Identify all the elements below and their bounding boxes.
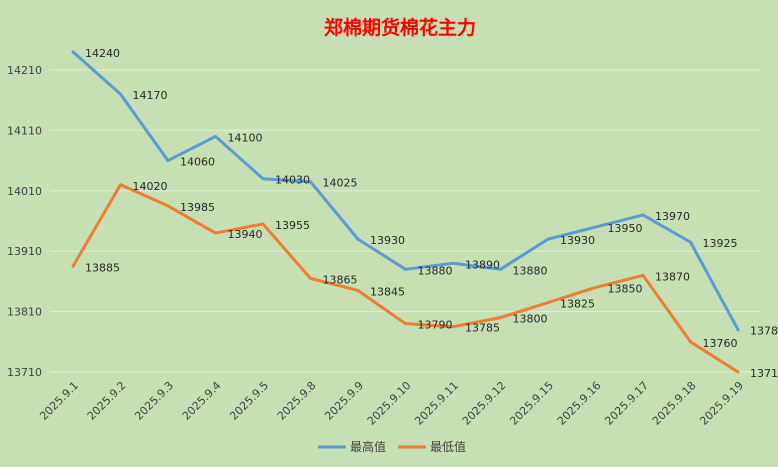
data-label: 13970 bbox=[655, 210, 690, 223]
x-tick-label: 2025.9.17 bbox=[602, 379, 651, 428]
data-point bbox=[499, 267, 502, 271]
data-label: 14100 bbox=[228, 131, 263, 144]
x-tick-label: 2025.9.4 bbox=[180, 379, 224, 423]
data-label: 13930 bbox=[560, 234, 595, 247]
data-point bbox=[261, 177, 265, 181]
data-label: 13710 bbox=[750, 367, 778, 380]
data-point bbox=[404, 322, 407, 326]
data-label: 13950 bbox=[608, 222, 643, 235]
chart-title: 郑棉期货棉花主力 bbox=[324, 16, 476, 39]
data-label: 13925 bbox=[703, 237, 738, 250]
x-tick-label: 2025.9.8 bbox=[275, 379, 319, 423]
data-label: 13825 bbox=[560, 298, 595, 311]
data-point bbox=[451, 261, 455, 265]
x-tick-label: 2025.9.9 bbox=[322, 379, 366, 423]
x-tick-label: 2025.9.19 bbox=[697, 379, 746, 428]
data-label: 13930 bbox=[370, 234, 405, 247]
data-point bbox=[689, 240, 692, 244]
data-point bbox=[119, 92, 122, 96]
data-label: 13940 bbox=[228, 228, 263, 241]
data-point bbox=[641, 273, 645, 277]
data-point bbox=[499, 316, 502, 320]
data-label: 14030 bbox=[275, 174, 310, 187]
x-tick-label: 2025.9.16 bbox=[555, 379, 604, 428]
data-point bbox=[736, 328, 740, 332]
data-point bbox=[309, 276, 312, 280]
y-tick-label: 14110 bbox=[7, 124, 42, 137]
data-label: 14025 bbox=[323, 177, 358, 190]
data-label: 13865 bbox=[323, 273, 358, 286]
data-point bbox=[71, 50, 75, 54]
data-point bbox=[309, 180, 312, 184]
data-point bbox=[356, 237, 360, 241]
x-tick-label: 2025.9.3 bbox=[132, 379, 176, 423]
data-point bbox=[71, 264, 75, 268]
x-tick-label: 2025.9.11 bbox=[412, 379, 461, 428]
data-point bbox=[214, 231, 217, 235]
x-tick-label: 2025.9.12 bbox=[460, 379, 509, 428]
data-label: 13785 bbox=[465, 322, 500, 335]
data-label: 14060 bbox=[180, 156, 215, 169]
data-point bbox=[451, 325, 455, 329]
data-label: 13885 bbox=[85, 261, 120, 274]
data-label: 13780 bbox=[750, 325, 778, 338]
data-point bbox=[261, 222, 265, 226]
data-point bbox=[166, 159, 170, 163]
x-tick-label: 2025.9.15 bbox=[507, 379, 556, 428]
legend-label: 最高值 bbox=[350, 439, 386, 454]
x-tick-label: 2025.9.5 bbox=[227, 379, 271, 423]
data-point bbox=[119, 183, 122, 187]
data-label: 13790 bbox=[418, 319, 453, 332]
data-label: 13955 bbox=[275, 219, 310, 232]
data-label: 13985 bbox=[180, 201, 215, 214]
y-tick-label: 14210 bbox=[7, 64, 42, 77]
data-point bbox=[689, 340, 692, 344]
x-tick-label: 2025.9.10 bbox=[365, 379, 414, 428]
data-point bbox=[546, 301, 550, 305]
y-tick-label: 13910 bbox=[7, 245, 42, 258]
data-point bbox=[356, 288, 360, 292]
data-label: 13845 bbox=[370, 285, 405, 298]
data-label: 14170 bbox=[133, 89, 168, 102]
data-point bbox=[594, 285, 597, 289]
data-label: 13880 bbox=[513, 264, 548, 277]
data-label: 14020 bbox=[133, 180, 168, 193]
data-point bbox=[404, 267, 407, 271]
data-label: 13850 bbox=[608, 282, 643, 295]
legend-label: 最低值 bbox=[430, 439, 466, 454]
data-point bbox=[214, 134, 217, 138]
series-line-low bbox=[71, 183, 739, 374]
x-tick-label: 2025.9.2 bbox=[85, 379, 129, 423]
x-tick-label: 2025.9.1 bbox=[37, 379, 81, 423]
data-label: 13800 bbox=[513, 313, 548, 326]
data-label: 13870 bbox=[655, 270, 690, 283]
data-point bbox=[166, 204, 170, 208]
data-point bbox=[641, 213, 645, 217]
x-tick-label: 2025.9.18 bbox=[650, 379, 699, 428]
data-point bbox=[594, 225, 597, 229]
y-tick-label: 14010 bbox=[7, 185, 42, 198]
data-point bbox=[546, 237, 550, 241]
data-label: 13890 bbox=[465, 258, 500, 271]
data-label: 14240 bbox=[85, 47, 120, 60]
data-label: 13760 bbox=[703, 337, 738, 350]
y-tick-label: 13710 bbox=[7, 366, 42, 379]
y-tick-label: 13810 bbox=[7, 306, 42, 319]
data-point bbox=[736, 370, 740, 374]
data-label: 13880 bbox=[418, 264, 453, 277]
